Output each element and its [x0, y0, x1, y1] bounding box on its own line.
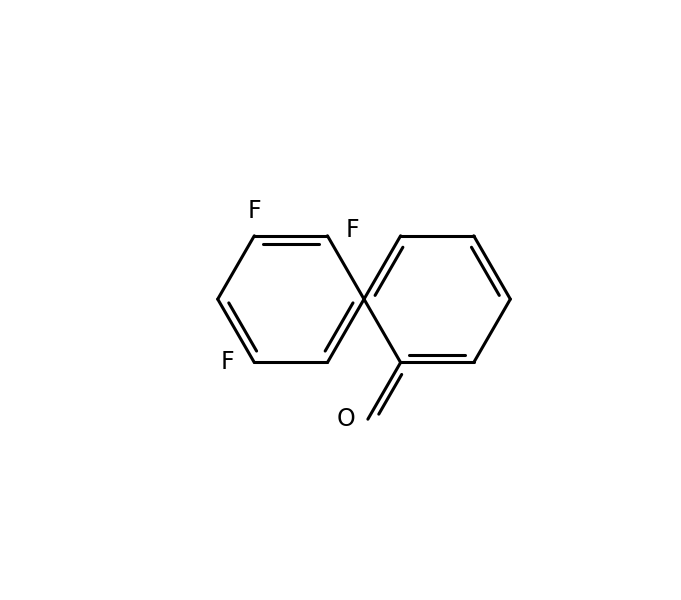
Text: F: F — [247, 199, 261, 223]
Text: F: F — [345, 218, 359, 242]
Text: O: O — [337, 407, 355, 431]
Text: F: F — [221, 350, 234, 374]
